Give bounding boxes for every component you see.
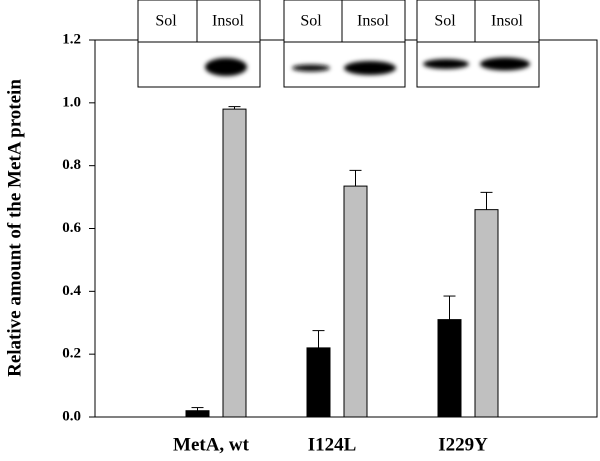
blot-label: Insol [212, 13, 245, 30]
blot-label: Sol [434, 13, 456, 30]
blot-label: Insol [357, 13, 390, 30]
y-tick-label: 0.6 [62, 220, 81, 236]
error-bar [480, 191, 493, 210]
bar [437, 319, 462, 418]
y-axis-label: Relative amount of the MetA protein [4, 79, 25, 377]
blot-panel: Sol Insol [283, 0, 406, 88]
error-bar [443, 295, 456, 320]
y-tick-label: 0.2 [62, 346, 81, 362]
blot-band [480, 57, 530, 71]
y-tick-label: 0.4 [62, 283, 81, 299]
blot-insets: Sol Insol Sol Insol Sol Insol [137, 0, 540, 88]
x-tick-label: I229Y [438, 434, 488, 455]
error-bar [191, 407, 204, 411]
x-tick-label: MetA, wt [173, 434, 250, 455]
blot-band [423, 59, 469, 69]
blot-band [292, 64, 330, 72]
y-tick-label: 0.8 [62, 157, 81, 173]
y-tick-label: 0.0 [62, 408, 81, 424]
bar [474, 209, 499, 418]
blot-panel: Sol Insol [416, 0, 540, 88]
blot-label: Sol [155, 13, 177, 30]
y-tick-label: 1.2 [62, 31, 81, 47]
blot-panel: Sol Insol [137, 0, 261, 88]
bar [222, 108, 247, 418]
error-bar [349, 169, 362, 187]
error-bar [312, 330, 325, 348]
error-bar [228, 106, 241, 110]
bar [306, 347, 331, 418]
blot-band [205, 58, 247, 76]
x-tick-label: I124L [308, 434, 357, 455]
blot-band [344, 61, 396, 75]
blot-label: Sol [300, 13, 322, 30]
y-tick-label: 1.0 [62, 94, 81, 110]
bar [343, 185, 368, 418]
bar [185, 410, 210, 418]
blot-label: Insol [491, 13, 524, 30]
